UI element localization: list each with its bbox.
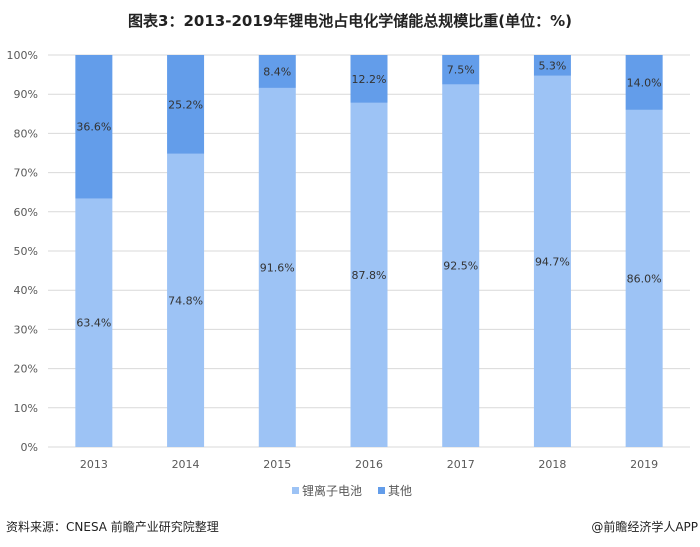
y-tick-label: 50% bbox=[14, 245, 38, 258]
source-note: 资料来源：CNESA 前瞻产业研究院整理 bbox=[6, 520, 219, 534]
bar-li-ion bbox=[442, 84, 480, 448]
data-label: 74.8% bbox=[168, 294, 203, 307]
data-label: 92.5% bbox=[443, 260, 478, 273]
x-tick-label: 2017 bbox=[447, 458, 475, 471]
x-tick-label: 2016 bbox=[355, 458, 383, 471]
bar-li-ion bbox=[625, 109, 663, 447]
y-tick-label: 40% bbox=[14, 284, 38, 297]
legend-label: 其他 bbox=[388, 484, 412, 498]
data-label: 86.0% bbox=[627, 272, 662, 285]
data-label: 7.5% bbox=[447, 64, 475, 77]
y-tick-label: 20% bbox=[14, 363, 38, 376]
chart-title: 图表3：2013-2019年锂电池占电化学储能总规模比重(单位：%) bbox=[128, 12, 572, 30]
y-tick-label: 90% bbox=[14, 88, 38, 101]
y-tick-label: 0% bbox=[21, 441, 38, 454]
data-label: 63.4% bbox=[76, 317, 111, 330]
bar-li-ion bbox=[350, 102, 388, 447]
bar-other bbox=[442, 55, 480, 85]
bar-li-ion bbox=[258, 87, 296, 447]
bar-other bbox=[625, 55, 663, 110]
legend-label: 锂离子电池 bbox=[302, 483, 362, 498]
y-tick-label: 60% bbox=[14, 206, 38, 219]
y-tick-label: 70% bbox=[14, 167, 38, 180]
data-label: 91.6% bbox=[260, 261, 295, 274]
data-label: 94.7% bbox=[535, 255, 570, 268]
bar-li-ion bbox=[167, 153, 205, 447]
bar-li-ion bbox=[75, 198, 113, 447]
x-tick-label: 2013 bbox=[80, 458, 108, 471]
y-tick-label: 10% bbox=[14, 402, 38, 415]
x-tick-label: 2015 bbox=[263, 458, 291, 471]
x-tick-label: 2014 bbox=[172, 458, 200, 471]
data-label: 5.3% bbox=[538, 59, 566, 72]
y-tick-label: 30% bbox=[14, 323, 38, 336]
y-tick-label: 100% bbox=[7, 49, 38, 62]
data-label: 87.8% bbox=[352, 269, 387, 282]
bar-other bbox=[258, 55, 296, 88]
credit-note: @前瞻经济学人APP bbox=[591, 520, 698, 534]
x-tick-label: 2018 bbox=[538, 458, 566, 471]
bar-other bbox=[350, 55, 388, 103]
bar-li-ion bbox=[533, 75, 571, 447]
x-tick-label: 2019 bbox=[630, 458, 658, 471]
data-label: 36.6% bbox=[76, 121, 111, 134]
y-tick-label: 80% bbox=[14, 127, 38, 140]
bar-other bbox=[75, 55, 113, 199]
data-label: 8.4% bbox=[263, 65, 291, 78]
data-label: 25.2% bbox=[168, 98, 203, 111]
data-label: 12.2% bbox=[352, 73, 387, 86]
legend-swatch bbox=[292, 487, 299, 494]
legend-swatch bbox=[378, 487, 385, 494]
bar-other bbox=[533, 55, 571, 76]
bar-other bbox=[167, 55, 205, 154]
data-label: 14.0% bbox=[627, 76, 662, 89]
